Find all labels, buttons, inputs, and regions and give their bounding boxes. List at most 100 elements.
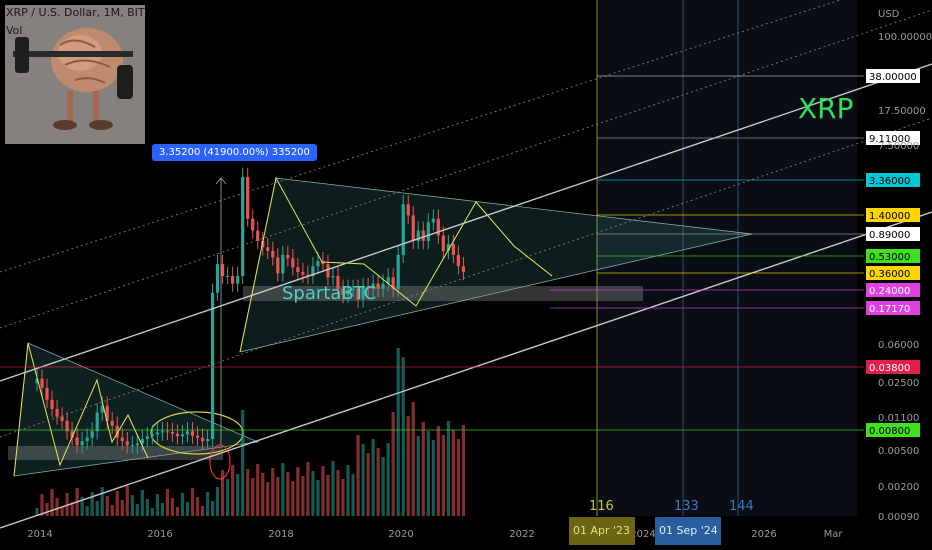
volume-bar [326, 475, 330, 516]
candle-body [251, 218, 255, 231]
candle-body [190, 431, 195, 436]
volume-indicator-label[interactable]: Vol [6, 24, 23, 37]
price-level-tag [866, 249, 920, 263]
volume-bar [271, 468, 275, 516]
volume-bar [90, 492, 94, 516]
candle-body [155, 432, 159, 435]
volume-bar [426, 431, 430, 516]
price-level-value: 0.36000 [869, 269, 910, 280]
candle-body [60, 416, 64, 421]
candle-body [371, 283, 375, 289]
price-level-value: 1.40000 [869, 211, 910, 222]
price-tick-label: 0.00090 [878, 512, 919, 523]
volume-bar [236, 474, 240, 516]
volume-bar [80, 497, 84, 516]
candle-body [296, 267, 300, 273]
volume-bar [341, 479, 345, 516]
volume-bar [371, 439, 375, 516]
candle-body [180, 434, 185, 437]
candle-body [336, 276, 340, 289]
volume-bar [441, 435, 445, 516]
brain-weightlifter-icon [5, 5, 145, 144]
volume-bar [431, 440, 435, 516]
volume-bar [221, 470, 225, 516]
volume-bar [406, 416, 410, 516]
candle-body [205, 439, 210, 442]
candle-body [451, 244, 455, 255]
price-level-tag [866, 227, 920, 241]
candle-body [95, 412, 99, 432]
candle-body [406, 204, 410, 216]
volume-bar [55, 498, 59, 516]
volume-bar [120, 500, 124, 516]
candle-body [266, 247, 270, 251]
date-badge-apr-2023: 01 Apr '23 [569, 517, 635, 545]
channel-dotted-3 [0, 117, 932, 438]
time-tick-label: 2014 [27, 529, 52, 540]
price-tick-label: 0.06000 [878, 340, 919, 351]
candle-body [130, 445, 134, 447]
volume-bar [401, 357, 405, 516]
price-level-value: 0.24000 [869, 286, 910, 297]
volume-bar [261, 473, 265, 516]
volume-bar [331, 461, 335, 516]
volume-bar [291, 481, 295, 516]
candle-body [311, 266, 315, 276]
candle-body [361, 286, 365, 300]
volume-bar [150, 508, 154, 516]
volume-bar [60, 507, 64, 516]
candle-body [210, 292, 215, 440]
price-axis[interactable]: 38.00000 9.11000 3.36000 1.40000 0.89000 0.53… [866, 9, 932, 523]
price-level-value: 0.03800 [869, 363, 910, 374]
price-tick-label: 0.02500 [878, 378, 919, 389]
volume-bar [311, 471, 315, 516]
candle-body [351, 288, 355, 290]
volume-bar [281, 463, 285, 516]
volume-bar [95, 501, 99, 516]
symbol-title[interactable]: XRP / U.S. Dollar, 1M, BITSTAMP [6, 6, 146, 19]
volume-bar [456, 439, 460, 516]
volume-bar [451, 430, 455, 516]
volume-bar [241, 410, 245, 516]
channel-dotted-1 [0, 9, 932, 329]
volume-bar [85, 506, 89, 516]
candle-body [221, 264, 225, 276]
candle-body [276, 257, 280, 274]
candle-body [120, 437, 124, 442]
candle-body [286, 254, 290, 259]
candle-body [246, 176, 250, 219]
time-tick-label: Mar [824, 529, 844, 540]
volume-bar [135, 504, 139, 516]
volume-bar [381, 457, 385, 516]
zigzag-2018 [239, 176, 553, 353]
volume-bar [396, 348, 400, 516]
candle-body [45, 387, 49, 400]
volume-bar [165, 489, 170, 516]
volume-bar [195, 497, 200, 516]
candle-body [241, 176, 245, 276]
candle-body [376, 283, 380, 289]
volume-bar [180, 493, 185, 516]
price-level-value: 38.00000 [869, 72, 917, 83]
price-tick-label: 7.50000 [878, 141, 919, 152]
candle-body [80, 441, 84, 446]
candle-body [461, 266, 466, 273]
price-level-value: 0.17170 [869, 304, 910, 315]
volume-bar [246, 469, 250, 516]
volume-bar [160, 503, 165, 516]
candle-body [40, 378, 44, 388]
volume-bar [175, 507, 180, 516]
volume-bar [336, 470, 340, 516]
volume-bar [115, 491, 119, 516]
volume-bar [130, 495, 134, 516]
candle-body [366, 286, 370, 289]
volume-bar [386, 443, 390, 516]
candle-body [436, 218, 440, 236]
volume-bar [190, 488, 195, 516]
price-level-lines [0, 75, 864, 431]
volume-bar [306, 462, 310, 516]
candle-body [416, 230, 420, 241]
volume-bar [251, 478, 255, 516]
time-axis[interactable]: 2014 2016 2018 2020 2022 2024 2026 Mar [27, 529, 843, 540]
